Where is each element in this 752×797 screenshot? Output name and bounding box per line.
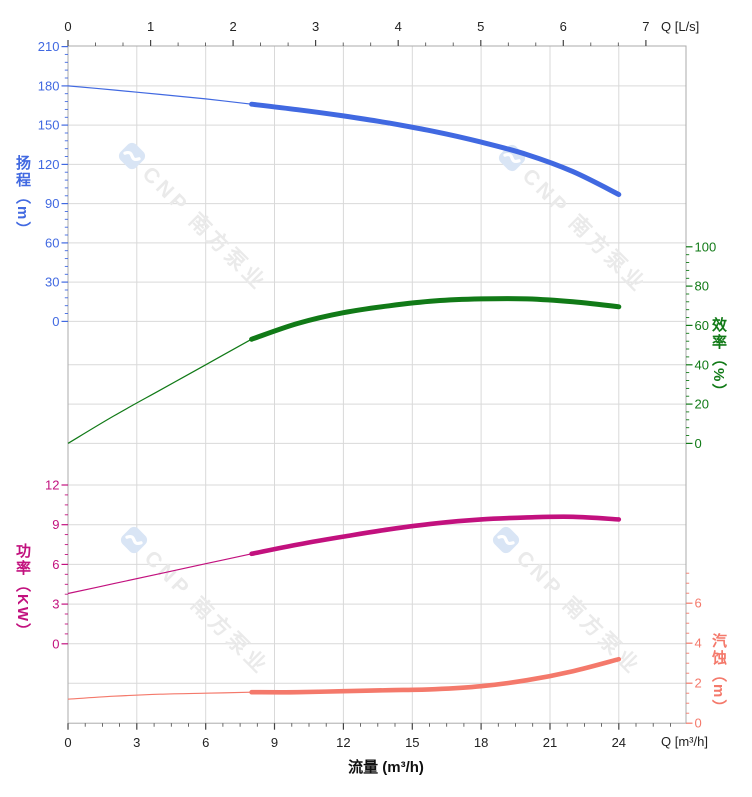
tick-label: 2 [229,19,236,34]
watermark: CNP 南方泵业 [118,142,272,296]
plot-border [67,45,687,724]
tick-label: 0 [52,314,59,329]
x-axis-title: 流量 (m³/h) [348,759,424,776]
tick-label: 60 [695,318,709,333]
tick-label: 3 [312,19,319,34]
tick-label: 4 [395,19,402,34]
power-axis-labels: 0 3 6 9 12 [45,478,59,652]
tick-label: 12 [45,478,59,493]
watermark-text: CNP 南方泵业 [138,162,272,296]
head-curve-lead [67,85,252,105]
tick-label: 90 [45,196,59,211]
bottom-axis-labels: 0 3 6 9 12 15 18 21 24 [64,735,626,750]
tick-label: 9 [52,517,59,532]
tick-label: 2 [695,676,702,691]
tick-label: 21 [543,735,557,750]
head-curve [249,101,622,197]
tick-label: 0 [695,716,702,731]
power-curve-lead [67,553,252,595]
tick-label: 0 [64,735,71,750]
watermark: CNP 南方泵业 [120,526,274,680]
tick-label: 40 [695,357,709,372]
cnp-logo-icon [120,526,148,554]
power-axis-title: 功率（KW） [14,543,31,640]
tick-label: 0 [52,636,59,651]
tick-label: 100 [695,239,717,254]
npsh-curve-lead [67,691,252,700]
efficiency-curve [249,296,622,342]
bottom-axis-unit: Q [m³/h] [661,734,708,749]
watermark: CNP 南方泵业 [498,144,652,298]
head-axis [61,45,68,322]
tick-label: 5 [477,19,484,34]
tick-label: 15 [405,735,419,750]
grid [67,46,686,724]
tick-label: 6 [202,735,209,750]
eff-axis [686,246,693,444]
cnp-logo-icon [492,526,520,554]
tick-label: 6 [560,19,567,34]
tick-label: 9 [271,735,278,750]
top-axis [67,40,647,46]
head-axis-labels: 0 30 60 90 120 150 180 210 [38,39,60,329]
tick-label: 7 [642,19,649,34]
tick-label: 210 [38,39,60,54]
eff-axis-title: 效率（%） [710,317,727,401]
watermark-text: CNP 南方泵业 [512,546,646,680]
tick-label: 20 [695,397,709,412]
tick-label: 80 [695,279,709,294]
npsh-axis [686,572,693,724]
watermark-text: CNP 南方泵业 [140,546,274,680]
npsh-curve [249,656,622,695]
cnp-logo-icon [118,142,146,170]
npsh-axis-title: 汽蚀（m） [710,633,727,717]
tick-label: 12 [336,735,350,750]
tick-label: 1 [147,19,154,34]
tick-label: 3 [133,735,140,750]
tick-label: 0 [695,436,702,451]
tick-label: 24 [612,735,626,750]
tick-label: 6 [52,557,59,572]
watermark: CNP 南方泵业 [492,526,646,680]
tick-label: 18 [474,735,488,750]
npsh-axis-labels: 0 2 4 6 [695,596,702,731]
tick-label: 150 [38,118,60,133]
tick-label: 180 [38,78,60,93]
top-axis-labels: 0 1 2 3 4 5 6 7 [64,19,649,34]
bottom-axis [67,723,671,730]
head-axis-title: 扬程（m） [14,155,31,239]
tick-label: 120 [38,157,60,172]
eff-axis-labels: 0 20 40 60 80 100 [695,239,717,451]
tick-label: 30 [45,275,59,290]
tick-label: 3 [52,597,59,612]
power-axis [61,484,68,645]
watermark-text: CNP 南方泵业 [518,164,652,298]
power-curve [249,514,622,557]
tick-label: 6 [695,596,702,611]
tick-label: 4 [695,636,702,651]
tick-label: 0 [64,19,71,34]
efficiency-curve-lead [67,338,252,444]
top-axis-unit: Q [L/s] [661,19,700,34]
tick-label: 60 [45,235,59,250]
